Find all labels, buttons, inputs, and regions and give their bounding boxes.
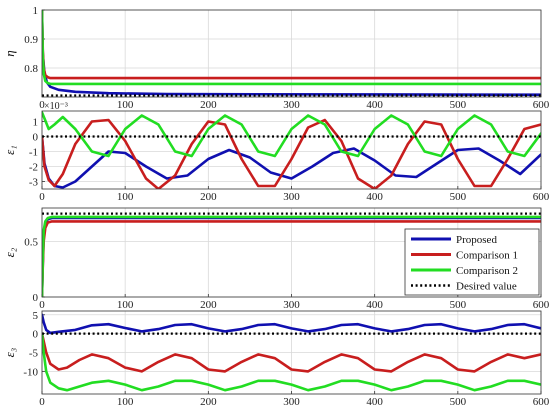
legend-label: Proposed xyxy=(456,234,497,246)
x-tick-label: 600 xyxy=(533,191,550,203)
x-tick-label: 300 xyxy=(283,191,300,203)
series-line-comparison-2 xyxy=(42,332,541,392)
y-axis-label: ε₁ xyxy=(2,145,17,155)
series-line-proposed xyxy=(42,313,541,335)
x-tick-label: 500 xyxy=(450,191,467,203)
x-tick-label: 100 xyxy=(117,396,134,408)
legend-label: Comparison 2 xyxy=(456,265,518,277)
legend-label: Desired value xyxy=(456,281,517,293)
x-tick-label: 300 xyxy=(283,299,300,311)
panel-1: 0 100 200 300 400 500 600 1 0.9 0.8 η xyxy=(2,5,550,111)
series-line-comparison-2 xyxy=(42,215,541,297)
panel-4: 0 100 200 300 400 500 600 5 0 -5 -10 ε₃ xyxy=(2,310,550,408)
y-tick-label: 0 xyxy=(33,292,39,304)
x-tick-label: 600 xyxy=(533,299,550,311)
x-tick-label: 400 xyxy=(366,191,383,203)
series-group xyxy=(42,10,541,97)
x-tick-label: 200 xyxy=(200,191,217,203)
x-tick-label: 200 xyxy=(200,396,217,408)
y-tick-label: 0 xyxy=(33,132,39,144)
series-group xyxy=(42,212,541,297)
x-tick-label: 100 xyxy=(117,99,134,111)
y-tick-label: 0.8 xyxy=(24,63,38,75)
legend-label: Comparison 1 xyxy=(456,250,518,262)
x-tick-label: 200 xyxy=(200,299,217,311)
x-tick-label: 0 xyxy=(39,99,45,111)
x-tick-label: 300 xyxy=(283,396,300,408)
x-tick-label: 400 xyxy=(366,396,383,408)
x-tick-label: 400 xyxy=(366,299,383,311)
series-group xyxy=(42,313,541,392)
y-tick-label: 1 xyxy=(33,5,39,17)
y-tick-label: 1 xyxy=(33,117,39,129)
series-line-comparison-1 xyxy=(42,332,541,373)
panel-3: 0 100 200 300 400 500 600 0.5 0 ε₂ Proposed Compari… xyxy=(2,207,550,311)
x-tick-label: 400 xyxy=(366,99,383,111)
y-tick-label: 0.5 xyxy=(24,236,38,248)
y-tick-label: -1 xyxy=(29,147,38,159)
x-tick-label: 300 xyxy=(283,99,300,111)
legend: Proposed Comparison 1 Comparison 2 Desired … xyxy=(404,228,540,296)
x-tick-label: 100 xyxy=(117,191,134,203)
x-tick-label: 0 xyxy=(39,396,45,408)
series-group xyxy=(42,111,541,189)
x-tick-label: 0 xyxy=(39,299,45,311)
axes-frame xyxy=(41,9,542,98)
x-tick-label: 600 xyxy=(533,396,550,408)
y-axis-label: ε₃ xyxy=(2,348,17,358)
y-tick-label: 0 xyxy=(33,329,39,341)
y-tick-label: 0.9 xyxy=(24,34,38,46)
x-tick-label: 200 xyxy=(200,99,217,111)
series-line-comparison-2 xyxy=(42,111,541,158)
y-axis-label: ε₂ xyxy=(2,247,17,257)
series-line-comparison-2 xyxy=(42,10,541,86)
y-tick-label: -2 xyxy=(29,162,38,174)
y-axis-label: η xyxy=(2,50,17,56)
y-tick-label: -10 xyxy=(23,366,38,378)
y-tick-label: 5 xyxy=(33,310,39,322)
y-tick-label: -5 xyxy=(29,348,39,360)
axes-frame xyxy=(41,207,542,298)
series-line-proposed xyxy=(42,135,541,189)
y-exponent-label: ×10⁻³ xyxy=(44,101,68,112)
axes-frame xyxy=(41,310,542,395)
x-tick-label: 500 xyxy=(450,299,467,311)
x-tick-label: 100 xyxy=(117,299,134,311)
axes-frame xyxy=(41,110,542,190)
y-tick-label: -3 xyxy=(29,177,39,189)
x-tick-label: 600 xyxy=(533,99,550,111)
x-tick-label: 0 xyxy=(39,191,45,203)
x-tick-label: 500 xyxy=(450,99,467,111)
x-tick-label: 500 xyxy=(450,396,467,408)
